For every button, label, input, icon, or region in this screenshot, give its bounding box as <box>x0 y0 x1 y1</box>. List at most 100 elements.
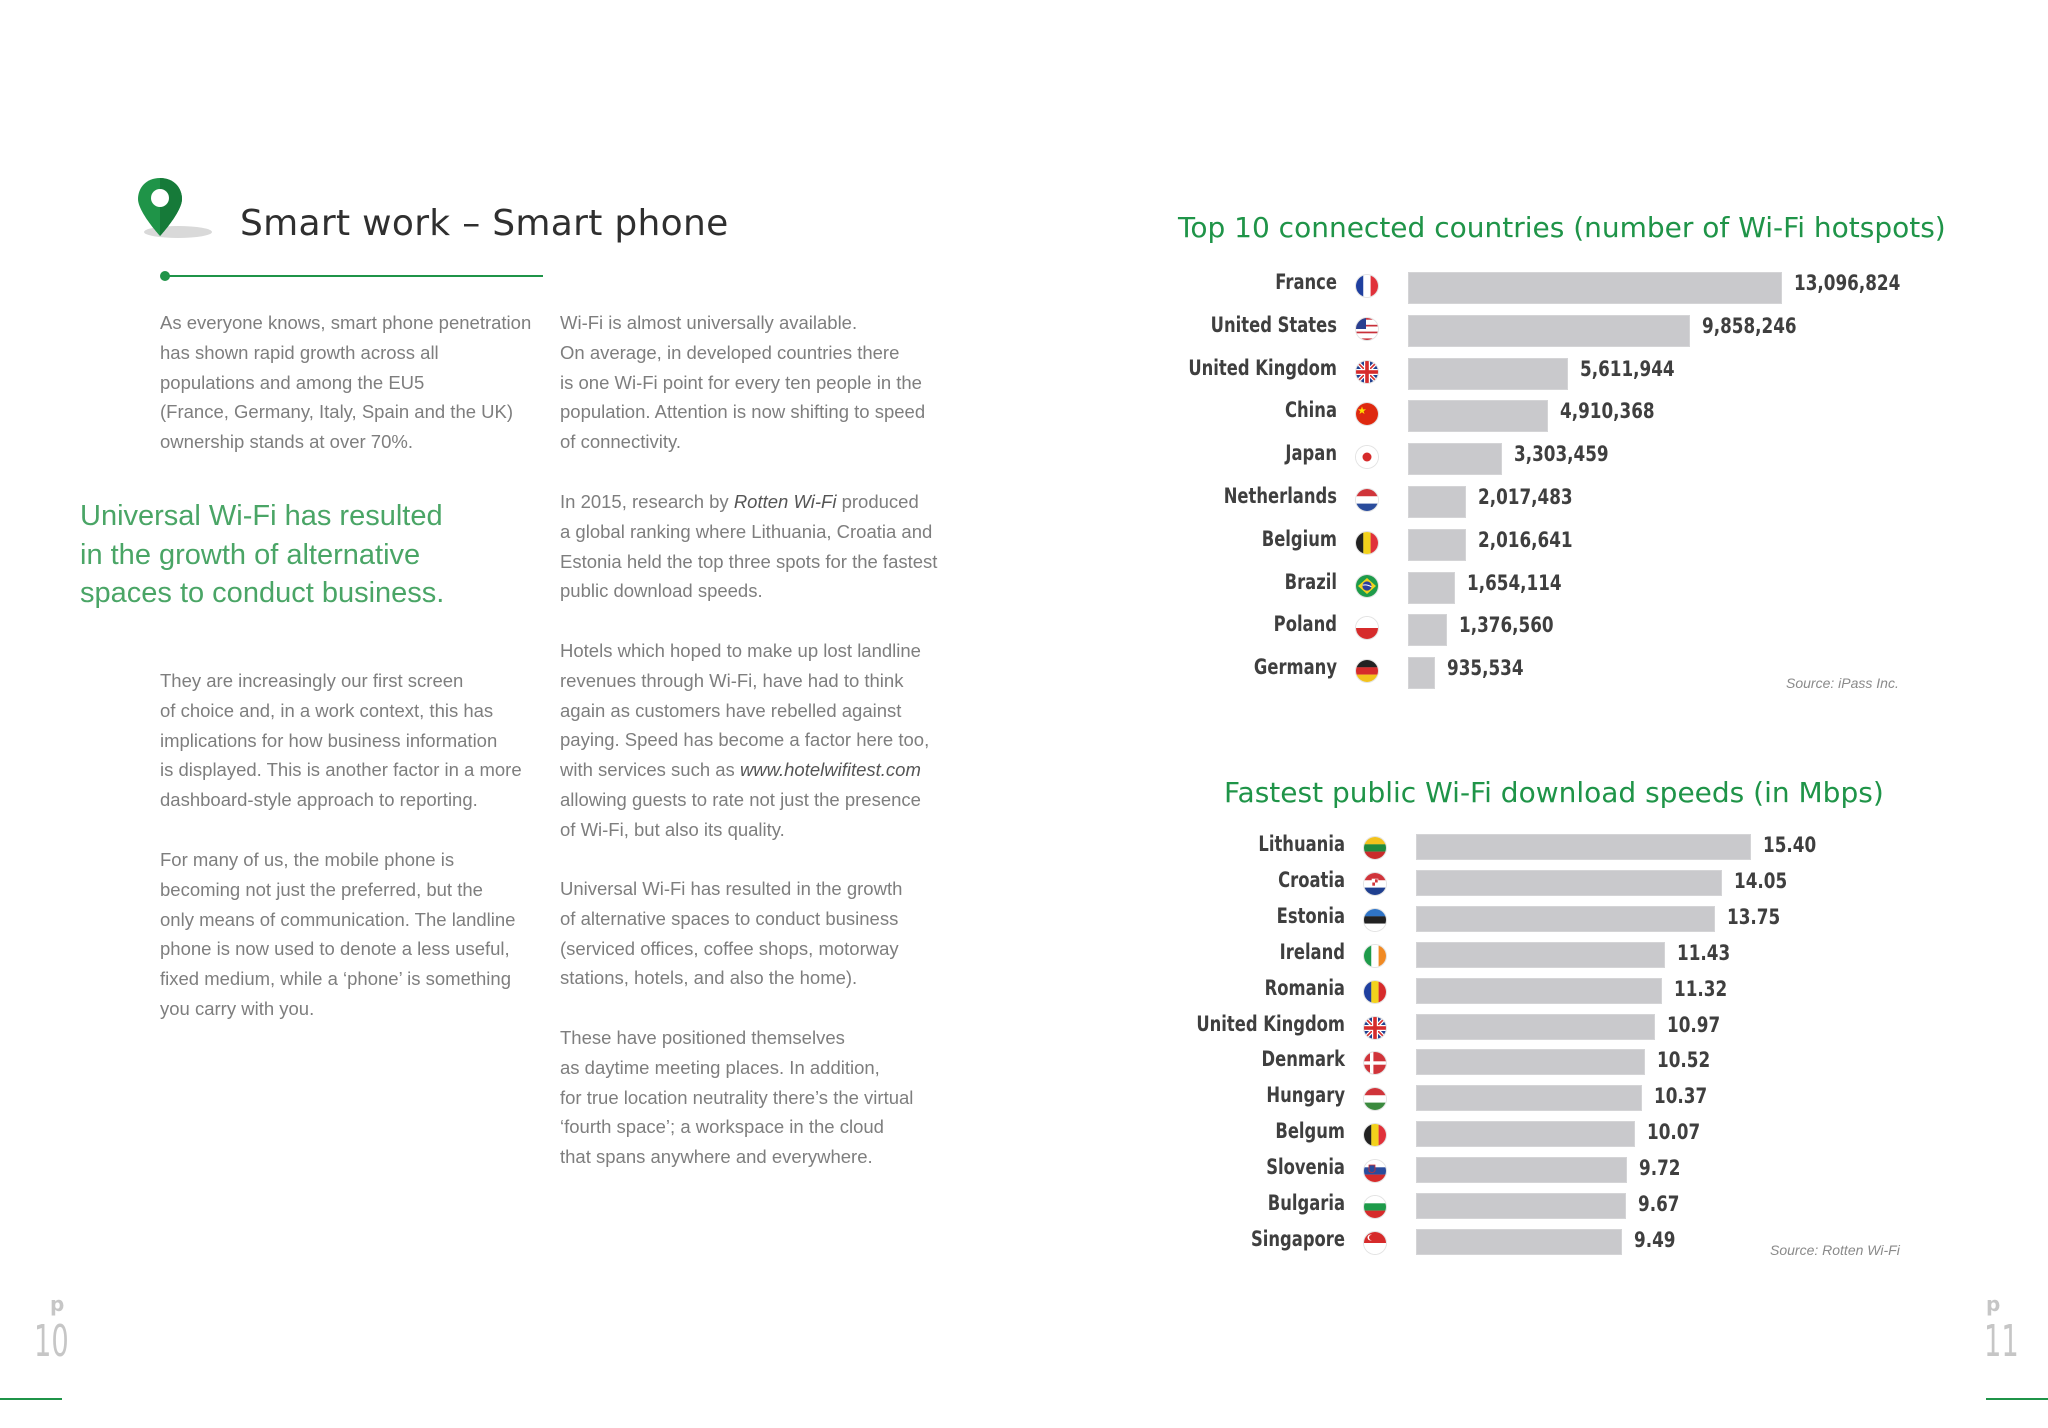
country-label: United Kingdom <box>1188 355 1337 380</box>
country-flag-icon <box>1356 360 1378 383</box>
value-label: 5,611,944 <box>1580 356 1675 381</box>
value-label: 11.43 <box>1677 940 1731 965</box>
text-line: as daytime meeting places. In addition, <box>560 1056 880 1078</box>
bar <box>1416 1013 1655 1040</box>
country-label: Ireland <box>1279 939 1345 964</box>
col2-paragraph-3: Hotels which hoped to make up lost landl… <box>560 636 929 845</box>
text-line: population. Attention is now shifting to… <box>560 401 926 423</box>
value-label: 15.40 <box>1763 833 1817 857</box>
text-line: Universal Wi-Fi has resulted <box>80 500 443 532</box>
bar <box>1416 1157 1627 1184</box>
country-flag-icon <box>1364 1160 1386 1183</box>
hotelwifitest-link[interactable]: www.hotelwifitest.com <box>739 759 921 781</box>
text-span: In 2015, research by <box>560 491 734 512</box>
value-label: 9.67 <box>1638 1192 1680 1216</box>
value-label: 4,910,368 <box>1560 399 1655 424</box>
bar <box>1416 1085 1642 1112</box>
chart-source-speeds: Source: Rotten Wi-Fi <box>1770 1242 1900 1258</box>
text-line: is displayed. This is another factor in … <box>160 759 522 781</box>
page-rule-right <box>1986 1398 2048 1400</box>
bar <box>1408 314 1690 347</box>
country-flag-icon <box>1356 531 1378 554</box>
text-line: you carry with you. <box>160 997 315 1019</box>
country-flag-icon <box>1364 980 1386 1003</box>
bar <box>1416 1193 1626 1219</box>
country-label: Germany <box>1253 655 1337 680</box>
country-flag-icon <box>1364 908 1386 931</box>
text-line: of choice and, in a work context, this h… <box>160 699 494 721</box>
text-line: Estonia held the top three spots for the… <box>560 550 938 572</box>
value-label: 935,534 <box>1447 656 1524 681</box>
country-label: Estonia <box>1276 903 1345 928</box>
col2-paragraph-5: These have positioned themselves as dayti… <box>560 1023 913 1172</box>
col2-paragraph-4: Universal Wi-Fi has resulted in the grow… <box>560 874 902 993</box>
page-rule-left <box>0 1398 62 1400</box>
country-flag-icon <box>1356 660 1378 683</box>
text-line: On average, in developed countries there <box>560 341 900 363</box>
col2-paragraph-2: In 2015, research by Rotten Wi-Fi produc… <box>560 487 937 606</box>
page-letter-left: p <box>50 1292 65 1316</box>
country-label: Netherlands <box>1223 484 1337 508</box>
value-label: 2,016,641 <box>1478 527 1573 552</box>
text-line: (serviced offices, coffee shops, motorwa… <box>560 937 899 959</box>
country-label: Brazil <box>1284 569 1337 594</box>
text-line: These have positioned themselves <box>560 1027 845 1048</box>
bar <box>1408 614 1447 647</box>
text-line: For many of us, the mobile phone is <box>160 849 455 870</box>
text-line: populations and among the EU5 <box>160 371 425 393</box>
country-label: Lithuania <box>1258 832 1345 856</box>
col1-paragraph-2: They are increasingly our first screen of… <box>160 666 522 815</box>
text-line: ‘fourth space’; a workspace in the cloud <box>560 1116 884 1138</box>
bar <box>1408 528 1466 561</box>
text-line: phone is now used to denote a less usefu… <box>160 938 510 960</box>
country-flag-icon <box>1356 317 1378 340</box>
value-label: 10.07 <box>1647 1120 1701 1145</box>
text-line: implications for how business informatio… <box>160 729 498 751</box>
text-line: As everyone knows, smart phone penetrati… <box>160 312 532 333</box>
text-line: spaces to conduct business. <box>80 577 445 609</box>
text-line: becoming not just the preferred, but the <box>160 878 483 900</box>
text-line: for true location neutrality there’s the… <box>560 1086 914 1108</box>
country-label: Japan <box>1285 441 1337 466</box>
country-flag-icon <box>1364 1016 1386 1039</box>
country-label: China <box>1284 398 1337 423</box>
bar <box>1416 1121 1635 1148</box>
country-flag-icon <box>1364 1088 1386 1111</box>
value-label: 10.97 <box>1667 1012 1721 1037</box>
text-line: allowing guests to rate not just the pre… <box>560 788 921 810</box>
country-label: United Kingdom <box>1196 1011 1345 1036</box>
country-label: Belgium <box>1261 526 1337 551</box>
bar <box>1408 657 1435 690</box>
country-flag-icon <box>1364 1052 1386 1075</box>
value-label: 1,376,560 <box>1459 613 1554 638</box>
bar <box>1408 357 1568 390</box>
country-flag-icon <box>1356 403 1378 426</box>
col2-paragraph-1: Wi-Fi is almost universally available. On… <box>560 308 925 457</box>
chart-title-hotspots: Top 10 connected countries (number of Wi… <box>1178 211 1946 244</box>
bar <box>1416 1049 1645 1076</box>
text-span: with services such as <box>560 759 740 781</box>
country-label: Belgum <box>1275 1119 1345 1144</box>
text-span: produced <box>836 491 919 512</box>
text-line: They are increasingly our first screen <box>160 670 464 691</box>
bar <box>1408 486 1466 518</box>
value-label: 14.05 <box>1734 868 1788 893</box>
bar <box>1408 571 1455 604</box>
country-label: Poland <box>1273 612 1337 637</box>
text-line: stations, hotels, and also the home). <box>560 967 858 989</box>
location-pin-icon <box>138 178 212 238</box>
country-label: Croatia <box>1278 867 1345 892</box>
country-flag-icon <box>1364 837 1386 859</box>
text-line: of connectivity. <box>560 431 681 453</box>
value-label: 2,017,483 <box>1478 485 1573 509</box>
country-flag-icon <box>1364 1196 1386 1218</box>
text-line: Wi-Fi is almost universally available. <box>560 312 858 333</box>
country-label: Denmark <box>1261 1047 1345 1072</box>
value-label: 9.49 <box>1634 1227 1676 1252</box>
page-number-right: 11 <box>1984 1316 2019 1367</box>
text-line: only means of communication. The landlin… <box>160 908 516 930</box>
country-flag-icon <box>1356 574 1378 597</box>
page-number-left: 10 <box>34 1316 69 1367</box>
value-label: 10.52 <box>1657 1048 1711 1073</box>
country-label: Bulgaria <box>1267 1191 1345 1215</box>
